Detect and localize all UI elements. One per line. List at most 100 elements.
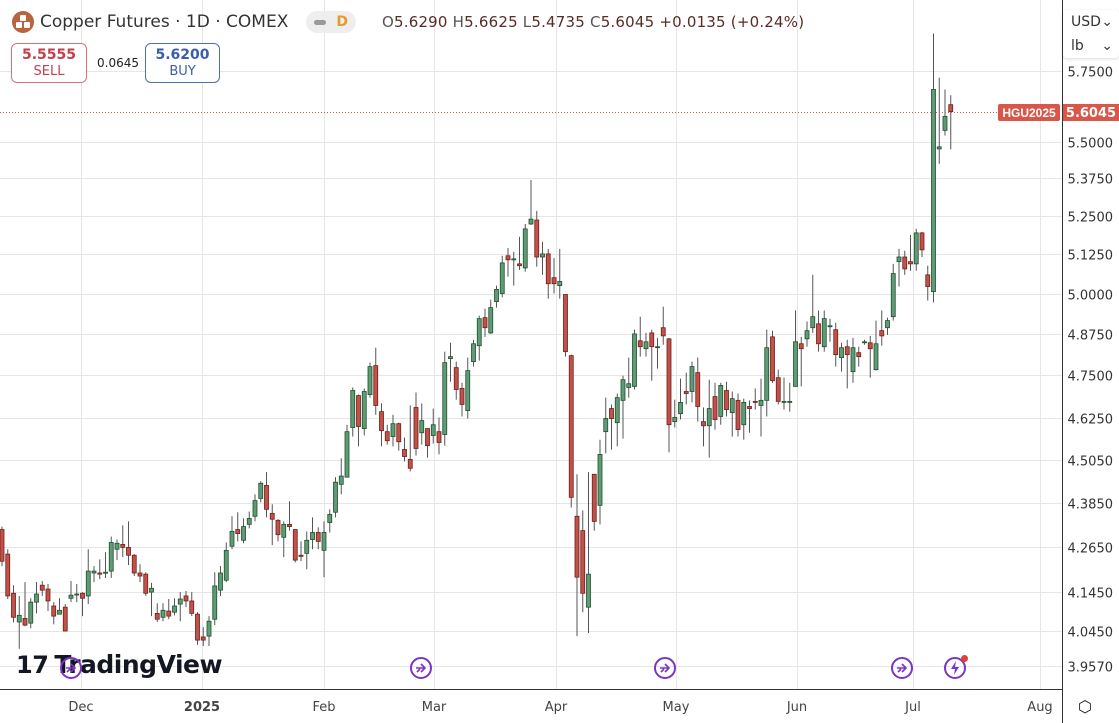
candle-body-up <box>758 399 764 406</box>
candle <box>471 339 476 367</box>
candle-body-down <box>563 294 568 353</box>
candle <box>0 526 5 567</box>
unit-value: lb <box>1071 38 1084 54</box>
candle <box>821 310 827 352</box>
candle-body-up <box>160 609 166 618</box>
dividend-arrow-icon[interactable] <box>891 657 913 679</box>
candle-body-up <box>419 420 425 434</box>
candle-body-up <box>114 542 120 550</box>
sell-button[interactable]: 5.5555 SELL <box>11 43 87 83</box>
spread-value: 0.0645 <box>97 56 139 70</box>
candle-body-up <box>229 530 235 547</box>
candle-body-up <box>522 228 528 269</box>
candle <box>413 392 419 456</box>
candle <box>11 585 16 623</box>
candle-body-down <box>51 605 57 617</box>
candle-body-up <box>361 391 367 429</box>
buy-button[interactable]: 5.6200 BUY <box>145 43 220 83</box>
candle-body-up <box>471 343 476 363</box>
x-tick-label: Feb <box>312 700 335 715</box>
candle-body-down <box>356 395 361 427</box>
candle <box>948 95 954 150</box>
chart-settings-icon[interactable]: ⬡ <box>1078 697 1092 716</box>
candle <box>793 310 798 387</box>
candle-body-up <box>718 385 724 417</box>
candle <box>643 332 649 357</box>
candle <box>172 598 177 616</box>
time-axis[interactable]: Dec 2025 Feb Mar Apr May Jun Jul Aug <box>68 700 1052 715</box>
candle <box>672 399 678 428</box>
y-tick-label: 5.5000 <box>1068 137 1114 152</box>
candle <box>212 572 218 626</box>
candle <box>689 361 695 403</box>
candle-body-up <box>34 593 39 603</box>
x-tick-label: May <box>663 700 690 715</box>
candle-body-down <box>264 485 269 510</box>
candle-body-up <box>212 585 218 620</box>
dividend-arrow-icon[interactable] <box>654 657 676 679</box>
candle-body-up <box>338 475 344 485</box>
candle-body-up <box>913 232 919 265</box>
candle <box>258 481 264 503</box>
candle <box>223 542 229 583</box>
candle <box>57 598 62 615</box>
candle-body-up <box>494 289 499 302</box>
dividend-arrow-icon[interactable] <box>60 657 82 679</box>
candle-body-up <box>252 500 258 517</box>
candle <box>126 521 131 566</box>
candle <box>856 346 862 367</box>
candle-body-down <box>396 423 402 443</box>
candle <box>62 604 68 632</box>
candle <box>166 599 172 620</box>
candle <box>384 424 390 445</box>
candle-body-down <box>45 588 51 602</box>
symbol-title[interactable]: Copper Futures · 1D · COMEX <box>40 12 289 32</box>
candle-body-down <box>235 529 241 534</box>
candle <box>545 248 551 299</box>
interval-badge[interactable]: D <box>306 11 356 33</box>
candle-body-down <box>189 600 195 614</box>
high-label: H <box>452 13 465 31</box>
candle <box>183 590 189 608</box>
price-axis[interactable]: 5.7500 5.5000 5.3750 5.2500 5.1250 5.0000 4.87… <box>1068 66 1114 676</box>
candle-body-down <box>666 338 672 426</box>
candle <box>338 458 344 495</box>
candle <box>816 310 821 352</box>
candle-body-up <box>103 571 108 574</box>
candle <box>327 509 333 533</box>
dividend-arrow-icon[interactable] <box>410 657 432 679</box>
candle-body-up <box>448 356 453 360</box>
candle <box>499 255 505 298</box>
candle-body-down <box>200 636 206 641</box>
candle <box>729 391 735 437</box>
candle <box>419 403 425 445</box>
candle <box>626 357 632 398</box>
currency-dropdown[interactable]: USD ⌄ <box>1063 10 1119 34</box>
tradingview-logo[interactable]: 17 TradingView <box>16 650 223 679</box>
unit-dropdown[interactable]: lb ⌄ <box>1063 34 1119 58</box>
candle <box>269 504 275 546</box>
candle-body-down <box>137 572 143 577</box>
candle <box>655 337 660 369</box>
candle <box>551 257 557 294</box>
candle <box>120 525 126 558</box>
candle-body-down <box>568 355 574 498</box>
candle <box>74 584 80 603</box>
candle <box>752 388 758 410</box>
candle <box>396 422 402 451</box>
candle-body-down <box>683 391 689 394</box>
candle <box>425 428 430 458</box>
candle-body-down <box>844 346 850 356</box>
candle-body-down <box>545 253 551 285</box>
candle <box>896 248 902 287</box>
candle <box>137 564 143 583</box>
candle <box>557 248 563 299</box>
candle-body-up <box>499 262 505 294</box>
candle-body-down <box>505 255 511 261</box>
candle <box>315 527 321 550</box>
y-tick-label: 5.3750 <box>1068 173 1114 188</box>
lightning-news-icon[interactable] <box>944 655 968 679</box>
candle <box>568 354 574 508</box>
candle-body-up <box>91 570 97 574</box>
